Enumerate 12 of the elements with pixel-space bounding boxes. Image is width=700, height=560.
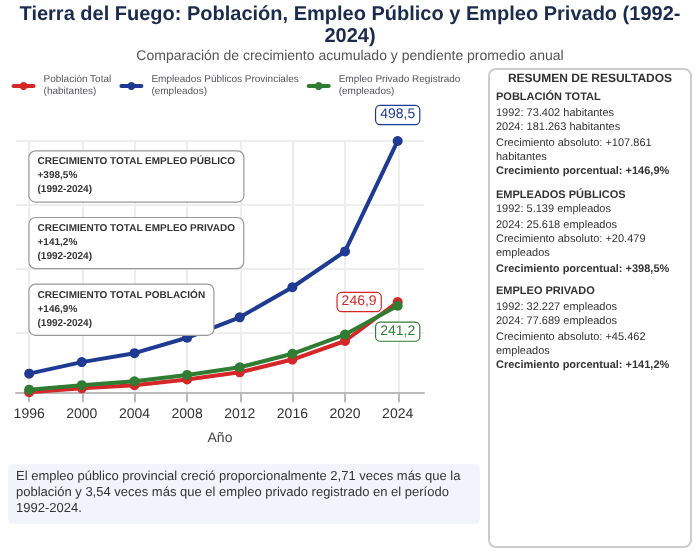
point (24, 368, 35, 379)
point (129, 348, 140, 359)
point (287, 282, 298, 293)
point (76, 357, 87, 368)
point (340, 329, 351, 340)
point (287, 348, 298, 359)
point (340, 246, 351, 257)
chart-title: Tierra del Fuego: Población, Empleo Público y Empleo Privado (1992-2024) (17, 2, 683, 48)
point (234, 312, 245, 323)
point (392, 135, 403, 146)
point (234, 362, 245, 373)
point (182, 369, 193, 380)
